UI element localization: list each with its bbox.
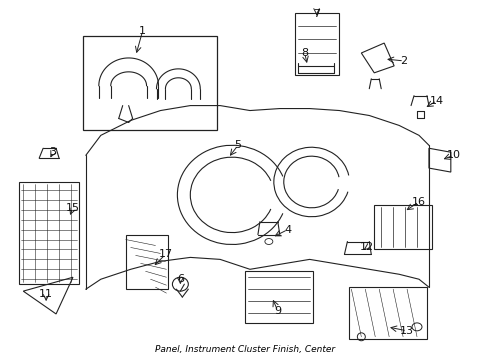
Text: 7: 7	[312, 9, 320, 19]
Text: 16: 16	[411, 197, 425, 207]
Text: Panel, Instrument Cluster Finish, Center: Panel, Instrument Cluster Finish, Center	[155, 345, 334, 354]
Bar	[83, 36, 217, 130]
Text: 3: 3	[49, 147, 57, 157]
Text: 9: 9	[274, 306, 281, 316]
Text: 10: 10	[446, 150, 460, 160]
Text: 17: 17	[158, 249, 172, 260]
Bar	[244, 271, 312, 323]
Bar	[349, 287, 426, 339]
Text: 13: 13	[399, 326, 413, 336]
Text: 8: 8	[301, 48, 307, 58]
Text: 1: 1	[139, 26, 146, 36]
Text: 15: 15	[66, 203, 80, 213]
Text: 11: 11	[39, 289, 53, 299]
Text: 5: 5	[234, 140, 241, 150]
Bar	[294, 13, 339, 75]
Text: 4: 4	[284, 225, 291, 235]
Text: 2: 2	[400, 56, 407, 66]
Text: 12: 12	[360, 243, 374, 252]
Text: 14: 14	[429, 96, 443, 105]
Bar	[373, 205, 431, 249]
Text: 6: 6	[177, 274, 183, 284]
